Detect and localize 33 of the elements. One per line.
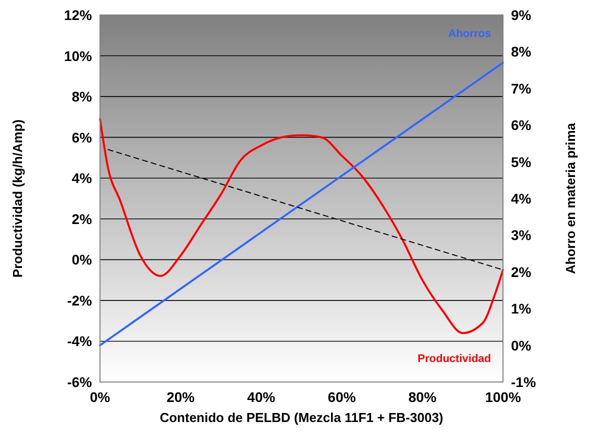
y2-tick-label: 9% xyxy=(511,7,532,23)
y2-axis-title: Ahorro en materia prima xyxy=(563,122,578,274)
y-tick-label: 2% xyxy=(72,210,93,227)
y2-tick-label: 1% xyxy=(511,300,532,317)
y-tick-label: 10% xyxy=(64,48,93,64)
y2-tick-label: -1% xyxy=(511,374,536,390)
y2-tick-label: 7% xyxy=(511,80,532,96)
y2-tick-label: 4% xyxy=(511,190,532,206)
y-axis-title: Productividad (kg/h/Amp) xyxy=(10,119,25,278)
y2-tick-label: 6% xyxy=(511,117,532,134)
y-tick-label: -6% xyxy=(67,374,93,390)
x-tick-label: 60% xyxy=(328,389,356,405)
y2-tick-label: 5% xyxy=(511,154,532,170)
y-tick-label: 8% xyxy=(72,88,93,105)
y2-tick-label: 0% xyxy=(511,337,532,354)
y-tick-label: -4% xyxy=(67,333,93,350)
y2-tick-label: 3% xyxy=(511,227,532,244)
text: Productividad xyxy=(418,353,491,365)
x-tick-label: 100% xyxy=(485,389,522,405)
line-series xyxy=(99,118,504,334)
x-tick-label: 0% xyxy=(90,389,111,405)
y-tick-label: 12% xyxy=(64,7,93,23)
y-tick-label: -2% xyxy=(67,292,93,308)
y-tick-label: 6% xyxy=(72,129,93,146)
x-tick-label: 20% xyxy=(166,389,196,405)
y2-tick-label: 2% xyxy=(511,264,532,280)
y-tick-label: 0% xyxy=(72,252,93,268)
text: Ahorros xyxy=(448,28,491,40)
x-tick-label: 80% xyxy=(408,389,437,405)
y2-tick-label: 8% xyxy=(511,44,532,60)
x-axis-title: Contenido de PELBD (Mezcla 11F1 + FB-3003) xyxy=(160,410,444,425)
x-tick-label: 40% xyxy=(247,389,276,405)
y-tick-label: 4% xyxy=(72,170,93,186)
